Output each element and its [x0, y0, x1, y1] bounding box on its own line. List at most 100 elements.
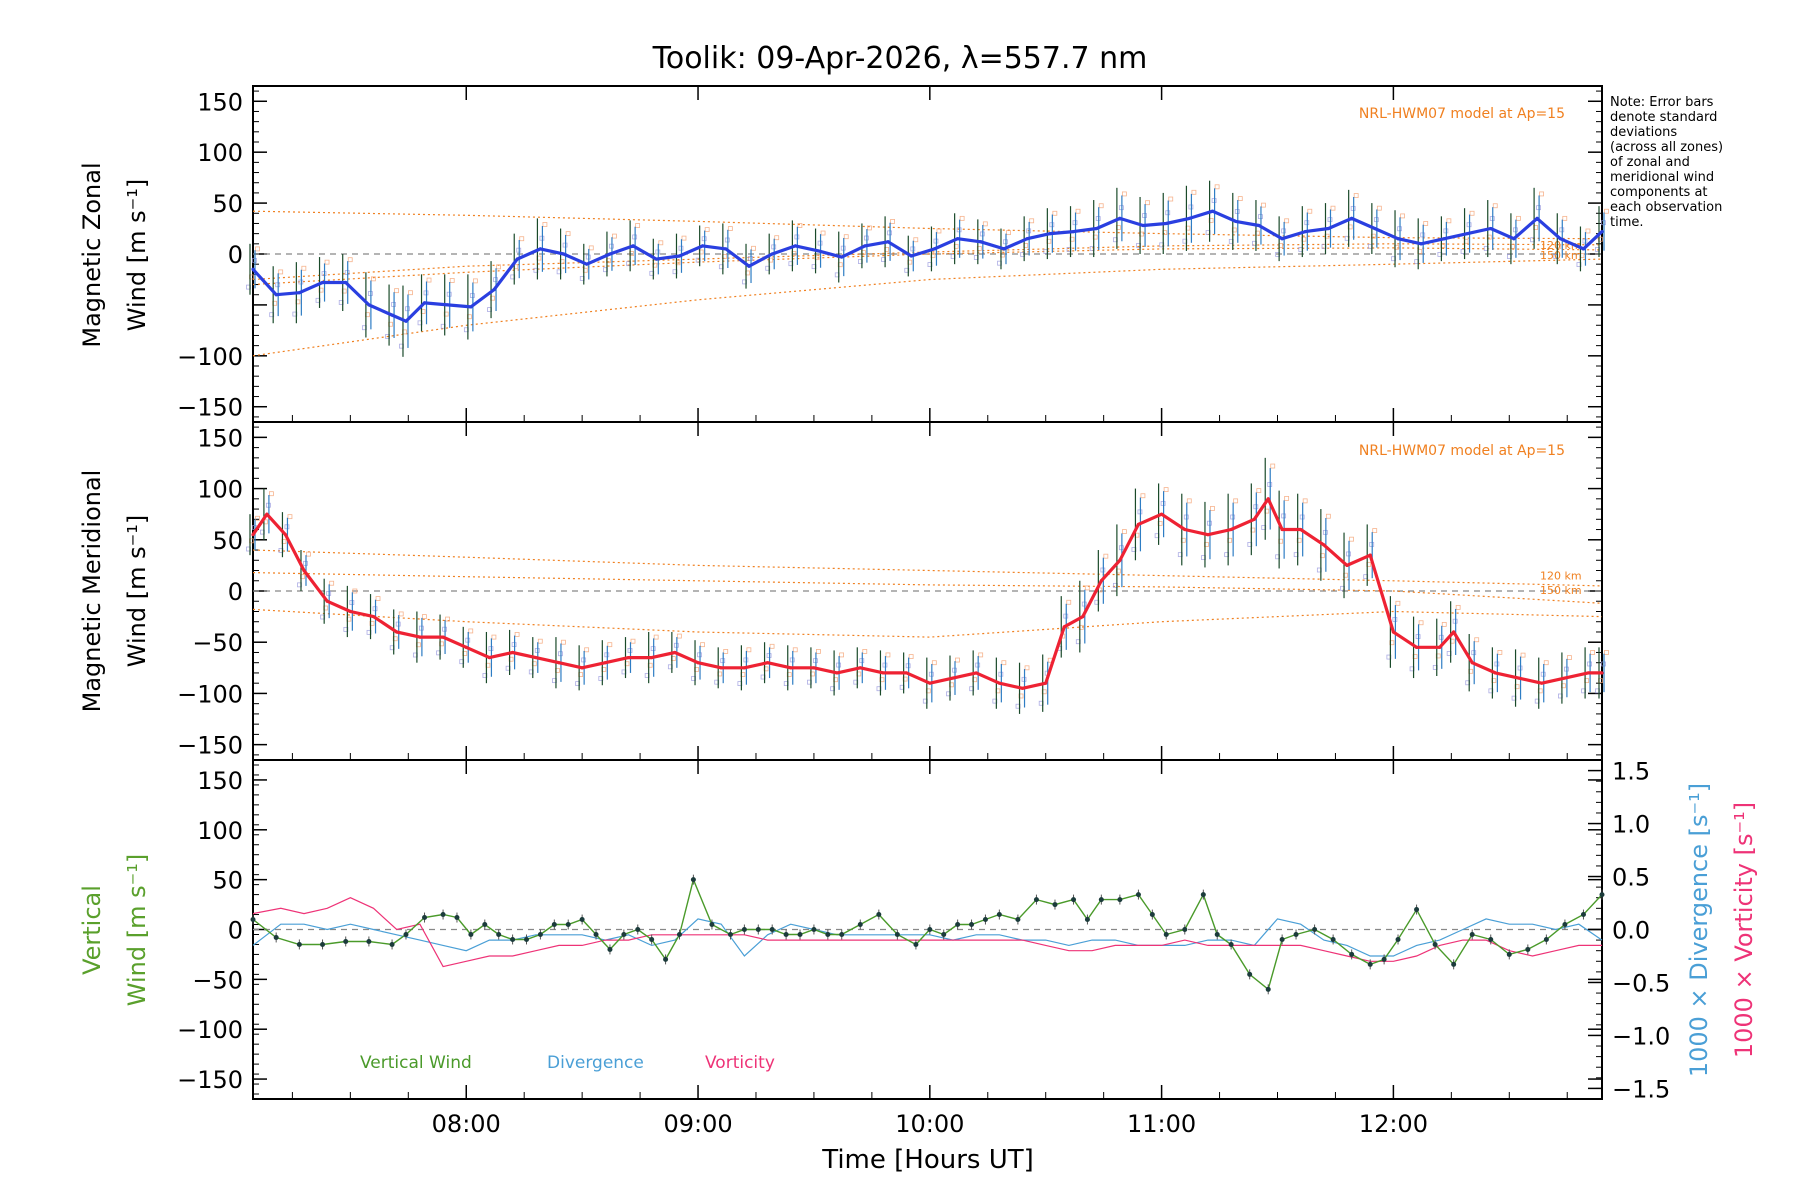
- meridional-wind-point: [812, 666, 816, 670]
- zone-mark: [820, 230, 826, 236]
- y-tick-label: −150: [177, 394, 243, 422]
- zonal-wind-point: [1164, 221, 1168, 226]
- meridional-wind-point: [1452, 630, 1456, 634]
- zonal-wind-point: [404, 319, 408, 323]
- zone-mark: [1516, 215, 1521, 221]
- x-tick-label: 12:00: [1359, 1110, 1428, 1138]
- divergence-line: [252, 918, 1603, 957]
- model-altitude-label: 150 km: [1540, 249, 1582, 262]
- meridional-wind-point: [325, 599, 329, 603]
- zone-mark: [885, 652, 891, 658]
- meridional-wind-point: [928, 681, 932, 685]
- meridional-wind-point: [1136, 522, 1141, 527]
- meridional-wind-point: [511, 650, 515, 655]
- zone-mark: [1237, 196, 1243, 202]
- zone-mark: [1302, 498, 1308, 504]
- zonal-wind-point: [1489, 226, 1493, 231]
- zone-mark: [816, 649, 821, 654]
- meridional-wind-point: [1586, 671, 1590, 675]
- meridional-wind-point: [1020, 686, 1025, 690]
- zone-mark: [746, 647, 752, 653]
- zone-mark: [612, 233, 617, 239]
- zone-mark: [1604, 650, 1609, 655]
- right-y-tick-label: 0.5: [1612, 864, 1650, 892]
- vertical-wind-point: [1117, 897, 1123, 903]
- zone-mark: [1469, 210, 1475, 216]
- vertical-wind-point: [894, 931, 900, 937]
- zonal-wind-point: [1095, 226, 1099, 231]
- vertical-wind-point: [422, 915, 428, 921]
- x-tick-label: 10:00: [895, 1110, 964, 1138]
- zone-mark: [797, 223, 803, 228]
- zone-mark: [491, 634, 497, 640]
- zonal-wind-point: [561, 252, 566, 256]
- vertical-wind-point: [1214, 931, 1220, 937]
- zonal-wind-point: [932, 247, 937, 251]
- vertical-wind-point: [663, 956, 669, 962]
- vertical-wind-point: [1265, 986, 1271, 992]
- zone-mark: [449, 278, 455, 283]
- y-tick-label: −50: [192, 629, 243, 657]
- zone-mark: [542, 222, 548, 227]
- vertical-wind-point: [607, 946, 613, 952]
- meridional-wind-point: [1062, 625, 1066, 629]
- x-tick-label: 08:00: [432, 1110, 501, 1138]
- x-tick-label: 11:00: [1127, 1110, 1196, 1138]
- zone-mark: [1024, 665, 1030, 671]
- x-tick-label: 09:00: [663, 1110, 732, 1138]
- y-tick-label: −50: [192, 966, 243, 994]
- vertical-wind-point: [1312, 927, 1318, 932]
- zone-mark: [607, 642, 613, 648]
- vertical-wind-point: [1228, 941, 1234, 947]
- zone-mark: [658, 240, 664, 246]
- meridional-wind-point: [789, 666, 793, 670]
- meridional-model-label: NRL-HWM07 model at Ap=15: [1359, 443, 1565, 459]
- vertical-wind-point: [1349, 951, 1355, 957]
- zone-mark: [1376, 205, 1382, 211]
- vertical-wind-point: [1149, 912, 1155, 918]
- vertical-wind-point: [343, 938, 349, 944]
- zone-mark: [329, 580, 335, 586]
- note-line: of zonal and: [1610, 155, 1690, 170]
- vertical-wind-point: [727, 931, 733, 937]
- note-line: Note: Error bars: [1610, 95, 1714, 110]
- zone-mark: [931, 660, 937, 666]
- zone-mark: [301, 265, 307, 271]
- zonal-wind-point: [1280, 237, 1284, 241]
- zone-mark: [913, 237, 919, 243]
- zone-mark: [1029, 218, 1035, 224]
- right-y-tick-label: 1.5: [1612, 758, 1650, 786]
- vertical-wind-point: [1562, 922, 1568, 928]
- zone-mark: [769, 643, 775, 649]
- zone-mark: [1121, 529, 1127, 534]
- vertical-ylabel-line1: Vertical: [78, 885, 106, 975]
- zone-mark: [514, 632, 520, 637]
- zone-mark: [370, 276, 376, 282]
- vertical-wind-point: [496, 931, 502, 937]
- zone-mark: [306, 551, 311, 557]
- zonal-wind-point: [863, 244, 867, 248]
- zonal-wind-point: [1465, 232, 1470, 236]
- note-line: denote standard: [1610, 110, 1718, 125]
- zone-mark: [1168, 196, 1174, 202]
- meridional-wind-point: [650, 655, 654, 660]
- zone-mark: [1590, 650, 1595, 655]
- vertical-wind-point: [690, 877, 696, 883]
- meridional-wind-point: [464, 645, 468, 649]
- meridional-wind-point: [251, 533, 255, 537]
- zonal-wind-point: [1350, 216, 1354, 220]
- meridional-wind-point: [765, 661, 770, 665]
- y-tick-label: −100: [177, 1016, 243, 1044]
- meridional-wind-point: [487, 655, 492, 660]
- zonal-wind-point: [469, 305, 473, 309]
- right-y-tick-label: 0.0: [1612, 917, 1650, 945]
- zone-mark: [1543, 660, 1549, 666]
- vertical-wind-point: [1135, 892, 1141, 898]
- vertical-wind-point: [440, 912, 446, 918]
- zone-mark: [1270, 463, 1276, 469]
- zone-mark: [1214, 184, 1220, 190]
- vertical-wind-point: [579, 917, 585, 923]
- note-line: meridional wind: [1610, 170, 1715, 185]
- vertical-wind-point: [1414, 907, 1420, 913]
- meridional-wind-point: [557, 661, 561, 665]
